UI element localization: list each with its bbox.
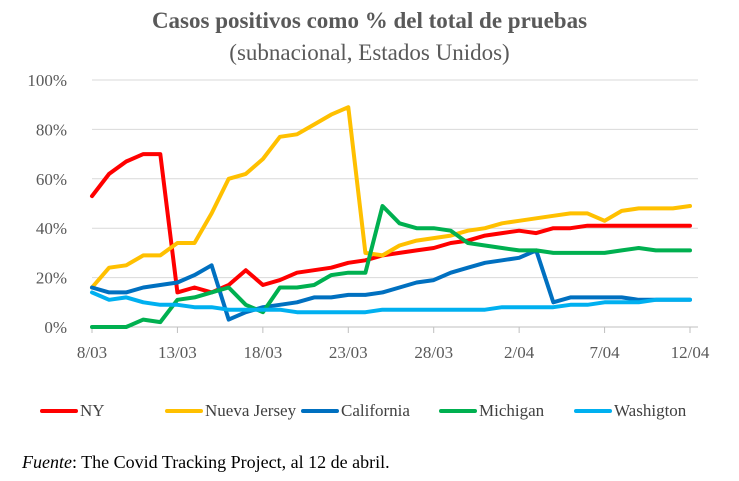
series-line bbox=[90, 105, 692, 290]
line-chart: 0% 20% 40% 60% 80% 100% 8/03 13/03 18/03 23/03 28/… bbox=[27, 71, 710, 420]
series-line bbox=[90, 248, 692, 322]
y-tick-label: 40% bbox=[36, 219, 67, 238]
y-tick-label: 80% bbox=[36, 120, 67, 139]
legend-label: Washigton bbox=[614, 401, 687, 420]
y-tick-label: 20% bbox=[36, 269, 67, 288]
x-tick-label: 8/03 bbox=[77, 343, 107, 362]
source-label: Fuente bbox=[22, 452, 72, 472]
series-lines bbox=[90, 105, 692, 329]
chart-subtitle: (subnacional, Estados Unidos) bbox=[229, 40, 510, 65]
legend-label: Michigan bbox=[479, 401, 545, 420]
y-tick-label: 0% bbox=[44, 318, 67, 337]
series-line bbox=[90, 290, 692, 315]
x-tick-label: 18/03 bbox=[243, 343, 282, 362]
series-line bbox=[90, 204, 692, 329]
x-tick-label: 13/03 bbox=[158, 343, 197, 362]
y-tick-label: 100% bbox=[27, 71, 67, 90]
axes: 0% 20% 40% 60% 80% 100% 8/03 13/03 18/03 23/03 28/… bbox=[27, 71, 710, 362]
x-tick-label: 28/03 bbox=[414, 343, 453, 362]
legend-label: NY bbox=[80, 401, 105, 420]
y-tick-label: 60% bbox=[36, 170, 67, 189]
x-tick-label: 7/04 bbox=[589, 343, 620, 362]
legend-label: Nueva Jersey bbox=[205, 401, 297, 420]
source-note: Fuente: The Covid Tracking Project, al 1… bbox=[22, 452, 390, 473]
chart-title: Casos positivos como % del total de prue… bbox=[151, 8, 588, 33]
x-tick-label: 23/03 bbox=[329, 343, 368, 362]
series-line bbox=[90, 152, 692, 295]
x-tick-label: 2/04 bbox=[504, 343, 535, 362]
x-tick-label: 12/04 bbox=[671, 343, 710, 362]
source-text: : The Covid Tracking Project, al 12 de a… bbox=[71, 452, 390, 472]
legend-label: California bbox=[341, 401, 410, 420]
legend: NY Nueva Jersey California Michigan Washigto… bbox=[40, 401, 687, 420]
